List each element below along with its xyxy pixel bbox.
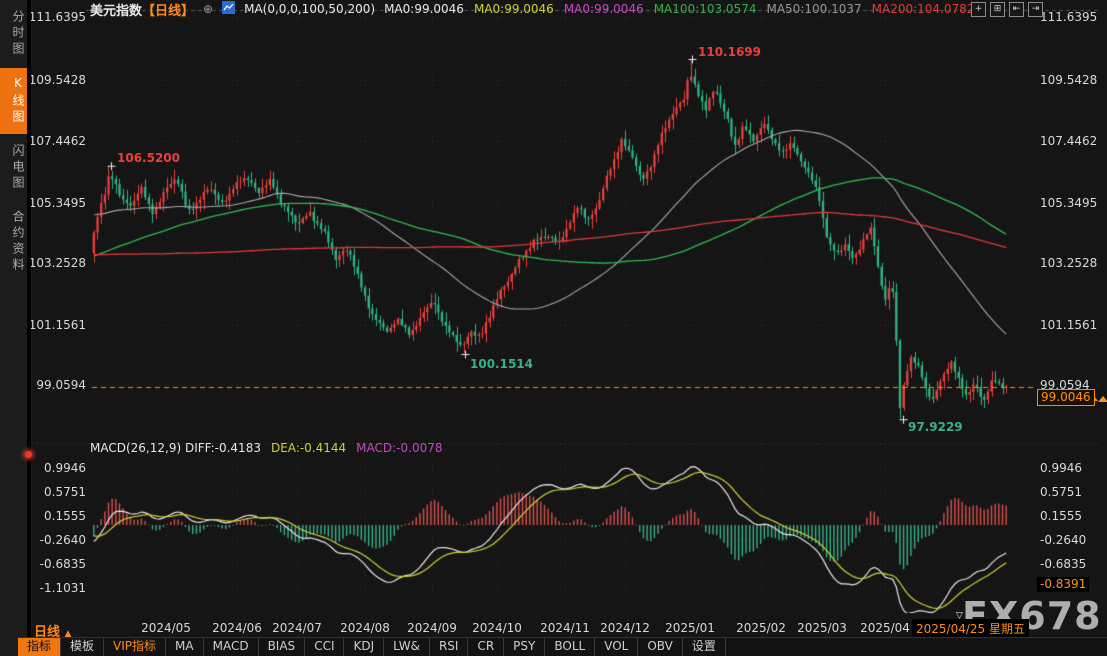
time-axis-label: 2024/09: [407, 621, 457, 635]
macd-axis-label: 0.9946: [44, 461, 86, 475]
price-axis-label: 101.1561: [1040, 318, 1098, 332]
ma-legend: MA0:99.0046 MA0:99.0046 MA0:99.0046 MA100:1…: [384, 2, 974, 16]
macd-axis-label: 0.1555: [1040, 509, 1082, 523]
time-axis-label: 2024/05: [141, 621, 191, 635]
indicator-tab[interactable]: MA: [166, 638, 204, 656]
macd-readout-value: DEA:-0.4144: [270, 441, 347, 455]
indicator-tab[interactable]: LW&: [384, 638, 430, 656]
price-axis-label: 99.0594: [36, 378, 86, 392]
toolbar-icon[interactable]: ⇥: [1028, 2, 1043, 17]
price-marker-label: 97.9229: [908, 420, 963, 434]
time-axis-label: 2024/12: [600, 621, 650, 635]
ma-legend-value: MA0:99.0046: [563, 2, 644, 16]
indicator-tabbar: 指标 模板 VIP指标 MA MACD BIAS CCI KDJ LW& RSI CR PSY BOLL…: [18, 637, 1107, 656]
symbol-title: 美元指数【日线】: [90, 0, 194, 19]
macd-axis-label: -0.2640: [39, 533, 86, 547]
sidebar-item[interactable]: 合约资料: [11, 210, 25, 274]
macd-axis-label: 0.5751: [1040, 485, 1082, 499]
price-marker-label: 100.1514: [470, 357, 534, 371]
time-axis-label: 2025/04: [860, 621, 910, 635]
indicator-tab[interactable]: CCI: [305, 638, 345, 656]
add-indicator-icon[interactable]: ⊕: [203, 2, 214, 16]
price-axis-label: 109.5428: [1040, 73, 1098, 87]
ma-legend-value: MA50:100.1037: [766, 2, 862, 16]
macd-axis-label: 0.5751: [44, 485, 86, 499]
time-axis-label: 2025/03: [797, 621, 847, 635]
price-axis-label: 107.4462: [1040, 134, 1098, 148]
indicator-tab[interactable]: KDJ: [344, 638, 385, 656]
macd-readout: MACD(26,12,9) DIFF:-0.4183 DEA:-0.4144 MAC…: [90, 441, 443, 455]
price-axis-label: 99.0594: [1040, 378, 1090, 392]
macd-current-tag: -0.8391: [1037, 577, 1090, 592]
chart-toolbar: + ⊞ ⇤ ⇥: [971, 2, 1043, 17]
ma-settings-label: MA(0,0,0,100,50,200): [244, 2, 376, 16]
time-axis-label: 2024/11: [540, 621, 590, 635]
price-axis-label: 103.2528: [1040, 256, 1098, 270]
period-tag: 【日线】: [142, 3, 195, 19]
indicator-tab[interactable]: BOLL: [545, 638, 596, 656]
indicator-tab[interactable]: 设置: [683, 638, 726, 656]
time-axis-label: 2025/02: [736, 621, 786, 635]
indicator-tab[interactable]: 指标: [18, 638, 62, 656]
sidebar: 分时图 K线图闪电图合约资料: [0, 0, 31, 656]
alert-record-icon[interactable]: [25, 451, 32, 458]
time-axis-label: 2024/10: [472, 621, 522, 635]
time-axis-label: 2025/01: [665, 621, 715, 635]
price-marker-label: 110.1699: [698, 45, 762, 59]
macd-axis-label: 0.1555: [44, 509, 86, 523]
caret-up-icon: ▲: [64, 629, 72, 639]
current-price-tag: 99.0046: [1037, 389, 1095, 406]
toolbar-icon[interactable]: ⊞: [990, 2, 1005, 17]
indicator-tab[interactable]: PSY: [504, 638, 546, 656]
sidebar-item[interactable]: K线图: [0, 68, 27, 134]
price-axis-label: 109.5428: [28, 73, 86, 87]
indicator-tab[interactable]: BIAS: [259, 638, 306, 656]
indicator-tab[interactable]: MACD: [204, 638, 259, 656]
price-axis-label: 111.6395: [28, 10, 86, 24]
macd-readout-value: MACD:-0.0078: [356, 441, 443, 455]
symbol-name: 美元指数: [90, 3, 143, 19]
sidebar-item[interactable]: 分时图: [11, 10, 25, 58]
current-date-label: 2025/04/25 星期五: [912, 619, 1029, 638]
macd-axis-label: -1.1031: [39, 581, 86, 595]
macd-axis-label: -0.2640: [1040, 533, 1087, 547]
sidebar-item[interactable]: 闪电图: [11, 144, 25, 192]
indicator-tab[interactable]: RSI: [430, 638, 469, 656]
price-axis-label: 107.4462: [28, 134, 86, 148]
chart-type-icon[interactable]: [222, 1, 236, 17]
time-axis-label: 2024/08: [340, 621, 390, 635]
time-axis-label: 2024/07: [272, 621, 322, 635]
ma-legend-value: MA0:99.0046: [473, 2, 554, 16]
price-marker-label: 106.5200: [117, 151, 181, 165]
indicator-tab[interactable]: VOL: [595, 638, 639, 656]
price-axis-label: 103.2528: [28, 256, 86, 270]
chart-header: 美元指数【日线】 ⊕ MA(0,0,0,100,50,200) MA0:99.0…: [90, 0, 974, 19]
ma-legend-value: MA0:99.0046: [384, 2, 464, 16]
ma-legend-value: MA100:103.0574: [653, 2, 757, 16]
price-axis-label: 105.3495: [28, 196, 86, 210]
toolbar-icon[interactable]: ⇤: [1009, 2, 1024, 17]
indicator-tab[interactable]: 模板: [61, 638, 105, 656]
indicator-tab[interactable]: CR: [468, 638, 505, 656]
toolbar-icon[interactable]: +: [971, 2, 986, 17]
ma-legend-value: MA200:104.0782: [871, 2, 975, 16]
macd-axis-label: -0.6835: [1040, 557, 1087, 571]
macd-axis-label: 0.9946: [1040, 461, 1082, 475]
macd-axis-label: -0.6835: [39, 557, 86, 571]
indicator-tab[interactable]: OBV: [638, 638, 683, 656]
period-selector[interactable]: 日线 ▲: [34, 625, 72, 640]
price-axis-label: 111.6395: [1040, 10, 1098, 24]
last-bar-pointer-icon: ▽: [956, 611, 963, 621]
time-axis-label: 2024/06: [212, 621, 262, 635]
price-axis-label: 101.1561: [28, 318, 86, 332]
price-axis-label: 105.3495: [1040, 196, 1098, 210]
macd-readout-value: MACD(26,12,9) DIFF:-0.4183: [90, 441, 261, 455]
indicator-tab[interactable]: VIP指标: [104, 638, 167, 656]
